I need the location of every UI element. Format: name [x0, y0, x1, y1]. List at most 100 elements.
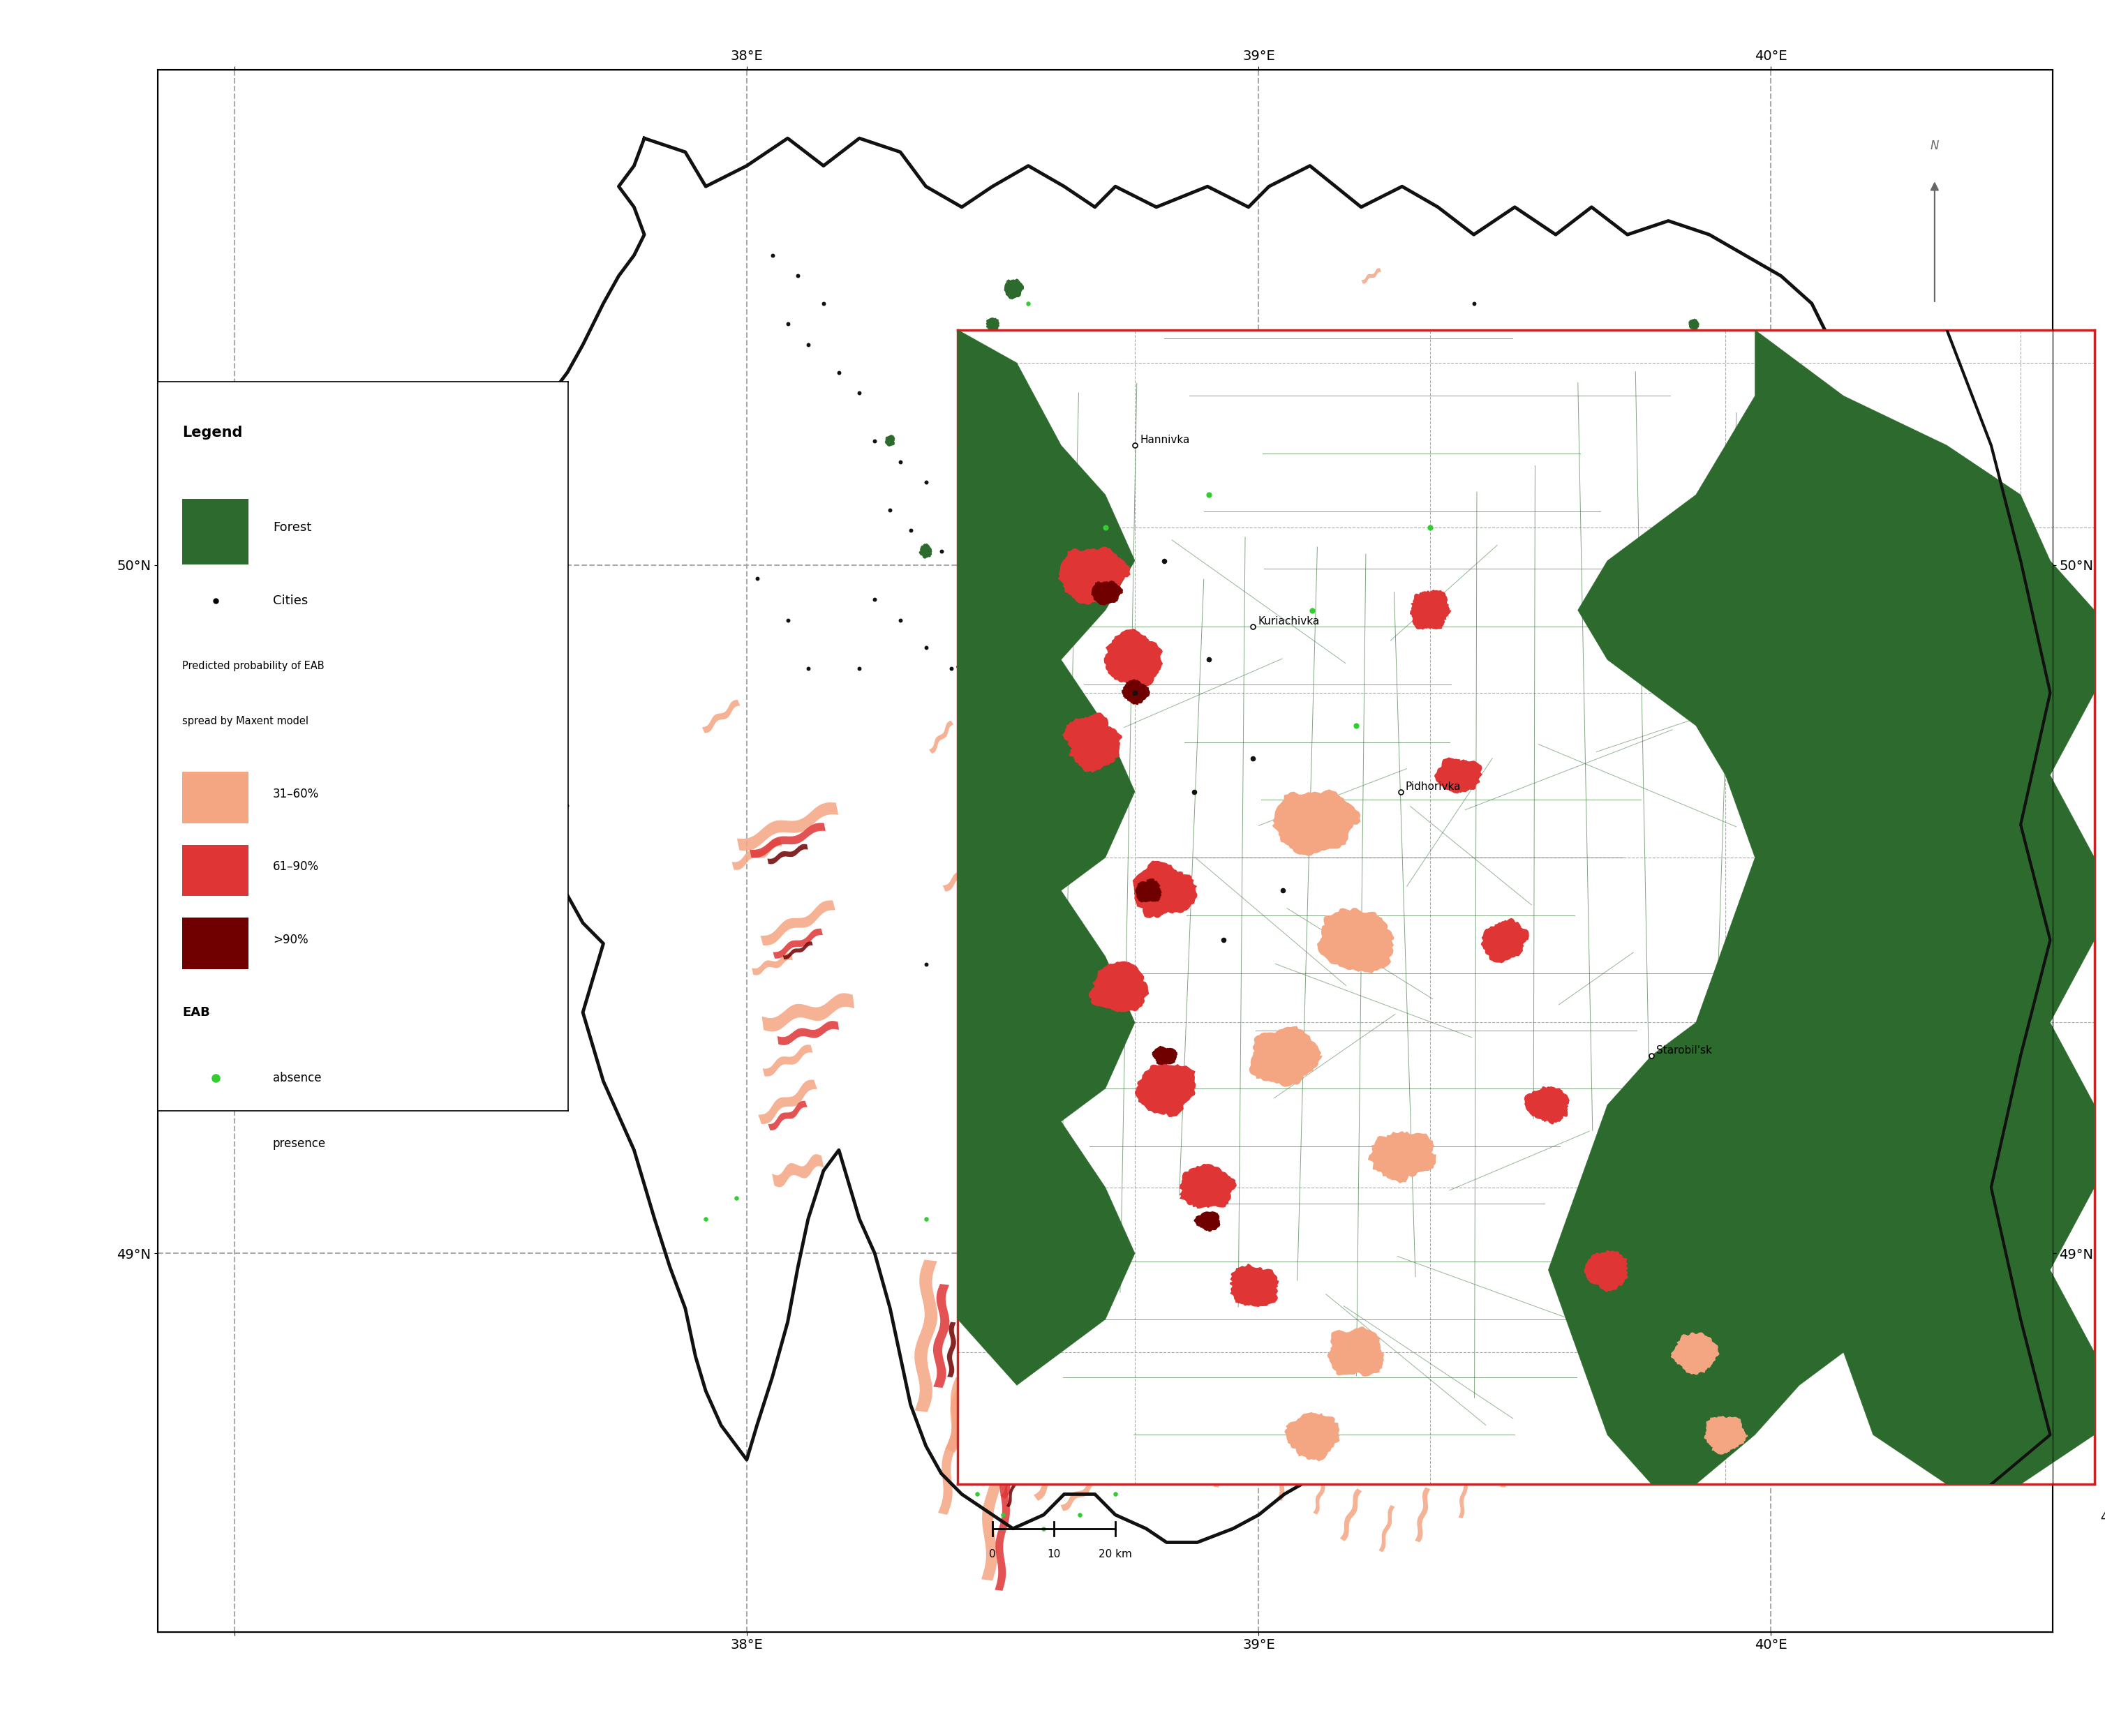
Point — [1063, 1502, 1097, 1529]
Point — [1099, 771, 1132, 799]
Point — [1202, 950, 1236, 977]
Polygon shape — [703, 700, 741, 733]
Polygon shape — [1318, 908, 1394, 974]
Point — [1231, 654, 1265, 682]
Point — [1191, 930, 1225, 958]
Point — [1412, 514, 1446, 542]
Point — [1191, 646, 1225, 674]
Point — [1149, 977, 1183, 1005]
Point — [1181, 1019, 1215, 1047]
Polygon shape — [1775, 819, 1787, 835]
Point — [1128, 1460, 1162, 1488]
Point — [996, 724, 1029, 752]
Text: 61–90%: 61–90% — [274, 861, 320, 873]
Point — [975, 1253, 1008, 1281]
Point — [960, 675, 994, 703]
Point — [1252, 1205, 1286, 1233]
Polygon shape — [1034, 1446, 1074, 1502]
Point — [1191, 1295, 1225, 1323]
Polygon shape — [1099, 611, 1111, 627]
Point — [770, 311, 804, 339]
Point — [945, 1240, 979, 1267]
Text: EAB: EAB — [183, 1007, 211, 1019]
Polygon shape — [943, 858, 981, 892]
Polygon shape — [1006, 1467, 1019, 1507]
Polygon shape — [758, 1080, 817, 1123]
Polygon shape — [1179, 1163, 1238, 1208]
Bar — [183, 773, 248, 823]
Polygon shape — [1158, 844, 1177, 865]
Polygon shape — [1248, 1026, 1322, 1087]
Polygon shape — [1570, 986, 1581, 998]
Polygon shape — [1314, 1474, 1328, 1514]
Point — [1385, 1047, 1419, 1075]
Point — [1457, 290, 1490, 318]
Point — [884, 448, 918, 476]
Point — [1206, 927, 1240, 955]
Point — [1128, 840, 1162, 868]
Point — [1088, 1342, 1122, 1370]
Point — [842, 378, 876, 406]
Polygon shape — [1368, 1132, 1436, 1184]
Polygon shape — [981, 1408, 1004, 1580]
Point — [1147, 547, 1181, 575]
Point — [1560, 469, 1593, 496]
Point — [960, 743, 994, 771]
Point — [859, 585, 893, 613]
Polygon shape — [1583, 1250, 1627, 1292]
Polygon shape — [1057, 1005, 1071, 1019]
Polygon shape — [1271, 790, 1360, 856]
Text: Cities: Cities — [274, 594, 307, 608]
Point — [1703, 1088, 1737, 1116]
Text: Hannivka: Hannivka — [1120, 866, 1162, 875]
Point — [1038, 812, 1071, 840]
Point — [756, 241, 789, 269]
Polygon shape — [1061, 1477, 1099, 1510]
Bar — [183, 845, 248, 896]
Polygon shape — [920, 543, 933, 559]
Polygon shape — [1088, 962, 1149, 1012]
Polygon shape — [1276, 1446, 1292, 1502]
Polygon shape — [1621, 406, 1633, 422]
Point — [1164, 1432, 1198, 1460]
Point — [1048, 861, 1082, 889]
Polygon shape — [1705, 613, 1716, 628]
Point — [1217, 1274, 1250, 1302]
Point — [1013, 1274, 1046, 1302]
Bar — [183, 918, 248, 969]
Point — [1114, 861, 1147, 889]
Polygon shape — [1151, 1045, 1177, 1066]
Polygon shape — [1122, 679, 1151, 705]
Point — [1038, 1295, 1071, 1323]
Polygon shape — [1126, 1436, 1166, 1457]
Point — [1164, 882, 1198, 910]
Point — [842, 654, 876, 682]
Polygon shape — [1177, 1297, 1217, 1319]
Polygon shape — [1132, 861, 1198, 918]
Point — [1335, 826, 1368, 854]
Polygon shape — [1549, 330, 2094, 1484]
Polygon shape — [1328, 1326, 1385, 1377]
Text: Predicted probability of EAB: Predicted probability of EAB — [183, 661, 324, 672]
Point — [1099, 1047, 1132, 1075]
Text: Forest: Forest — [274, 521, 312, 535]
Point — [1421, 1019, 1455, 1047]
Polygon shape — [1109, 1212, 1122, 1227]
Polygon shape — [1103, 628, 1162, 689]
Text: Hannivka: Hannivka — [1139, 436, 1189, 446]
Polygon shape — [777, 1021, 840, 1045]
Polygon shape — [762, 1045, 813, 1076]
Polygon shape — [1187, 1259, 1227, 1276]
Point — [1114, 792, 1147, 819]
Point — [909, 469, 943, 496]
Polygon shape — [933, 1285, 949, 1387]
Bar — [183, 498, 248, 564]
Point — [960, 1481, 994, 1509]
Polygon shape — [1459, 1470, 1469, 1519]
Polygon shape — [1071, 488, 1088, 505]
Point — [1114, 1363, 1147, 1391]
Polygon shape — [1181, 1212, 1212, 1227]
Text: Kuriachivka: Kuriachivka — [1149, 913, 1204, 924]
Point — [1088, 399, 1122, 427]
Point — [1446, 910, 1480, 937]
